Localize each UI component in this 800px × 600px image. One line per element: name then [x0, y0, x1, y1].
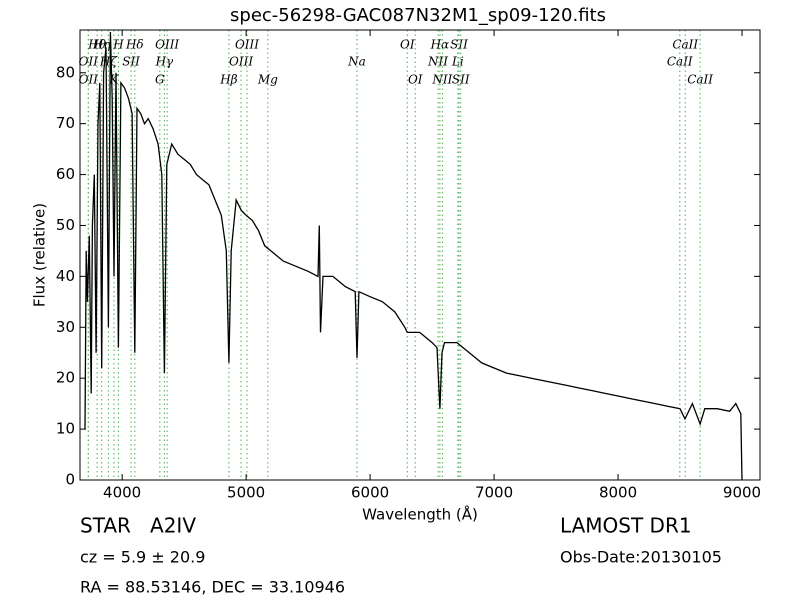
spectral-line-label: NII [427, 55, 448, 69]
spectral-line-label: NII [431, 73, 452, 87]
y-tick-label: 50 [56, 216, 75, 234]
spectral-line-label: K [108, 73, 119, 87]
footer-text: LAMOST DR1 [560, 514, 692, 538]
spectral-line-label: OIII [155, 38, 179, 52]
x-tick-label: 8000 [599, 484, 637, 502]
x-tick-label: 7000 [475, 484, 513, 502]
y-tick-label: 80 [56, 63, 75, 81]
plot-frame [79, 29, 761, 481]
spectral-line-label: SII [452, 73, 470, 87]
spectral-line-label: OIII [229, 55, 253, 69]
spectral-line-label: Mg [257, 73, 278, 87]
spectral-line-label: SII [450, 38, 468, 52]
spectral-line-label: SII [122, 55, 140, 69]
spectral-line-label: Hδ [125, 38, 144, 52]
footer-text: RA = 88.53146, DEC = 33.10946 [80, 578, 345, 597]
y-tick-label: 10 [56, 420, 75, 438]
x-tick-label: 4000 [103, 484, 141, 502]
spectral-line-label: G [155, 73, 165, 87]
y-tick-label: 60 [56, 165, 75, 183]
y-tick-label: 20 [56, 369, 75, 387]
spectral-line-label: OIII [235, 38, 259, 52]
footer-text: STAR A2IV [80, 514, 196, 538]
spectral-line-label: Hζ [99, 55, 118, 69]
y-tick-label: 40 [56, 267, 75, 285]
spectral-line-label: Hα [430, 38, 450, 52]
spectral-line-label: OII [79, 73, 99, 87]
y-tick-label: 70 [56, 114, 75, 132]
spectral-line-label: OI [408, 73, 423, 87]
x-tick-label: 5000 [227, 484, 265, 502]
spectrum-line [84, 31, 743, 481]
spectral-line-label: CaII [687, 73, 713, 87]
spectral-line-label: Li [451, 55, 464, 69]
spectral-line-label: OI [400, 38, 415, 52]
spectral-line-label: CaII [667, 55, 693, 69]
chart-title: spec-56298-GAC087N32M1_sp09-120.fits [230, 5, 606, 26]
spectral-line-label: H [112, 38, 124, 52]
footer-text: cz = 5.9 ± 20.9 [80, 548, 205, 567]
spectral-line-label: Na [347, 55, 366, 69]
spectral-line-label: Hγ [155, 55, 174, 69]
y-tick-label: 30 [56, 318, 75, 336]
y-tick-label: 0 [65, 471, 75, 489]
spectral-line-label: CaII [672, 38, 698, 52]
x-tick-label: 6000 [351, 484, 389, 502]
footer-text: Obs-Date:20130105 [560, 548, 722, 567]
x-tick-label: 9000 [723, 484, 761, 502]
x-axis-label: Wavelength (Å) [362, 505, 478, 524]
y-axis-label: Flux (relative) [31, 203, 49, 307]
spectral-line-label: Hβ [219, 73, 237, 87]
